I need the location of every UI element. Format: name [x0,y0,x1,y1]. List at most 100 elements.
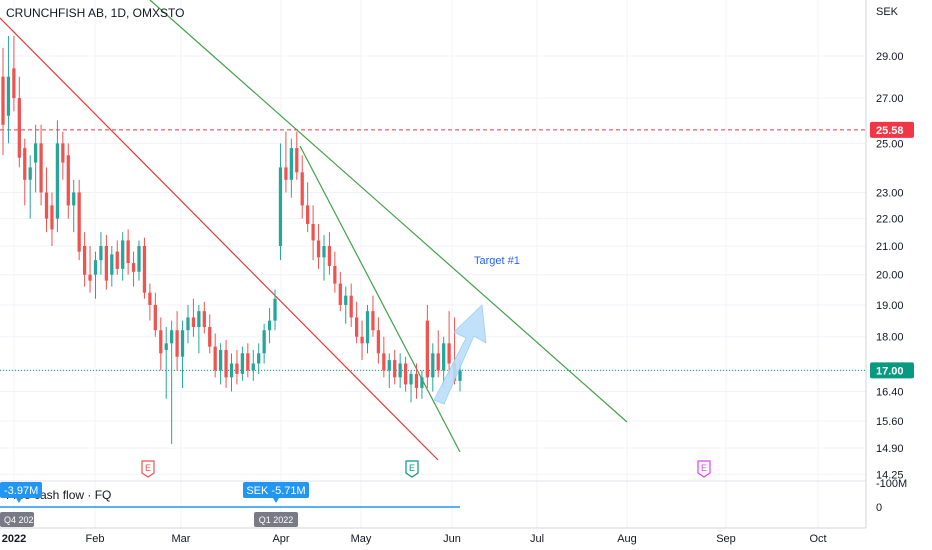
candle-body [208,327,212,347]
candle-body [300,172,304,206]
price-tick-label: 18.00 [876,332,904,344]
candle-body [34,143,38,163]
candle-body [142,245,147,293]
candle-body [376,330,381,354]
earnings-marker: E [697,460,711,478]
candle-body [61,143,65,163]
candle-body [327,245,332,266]
candle-body [436,353,440,371]
candle-body [295,148,299,173]
candle-body [447,343,451,364]
candle-body [273,298,277,321]
candle-body [387,360,391,371]
fcf-axis-tick-zero: 0 [876,502,882,514]
candle-body [202,311,206,328]
period-mid-label: Q1 2022 [259,515,294,525]
candle-body [365,311,370,344]
earnings-marker: E [405,460,419,478]
price-tick-label: 22.00 [876,214,904,226]
earnings-label: E [409,463,415,473]
candle-body [322,245,326,258]
fcf-badge-mid [243,482,309,498]
candle-body [50,205,54,230]
candle-body [338,283,342,305]
resistance-badge [870,121,914,138]
candle-body [44,192,49,219]
candle-body [267,320,272,331]
candle-body [278,167,283,246]
candle-body [333,265,337,284]
candle-body [159,330,163,354]
candle-body [72,192,76,206]
price-tick-label: 25.00 [876,138,904,150]
trendlines [0,0,628,461]
grid [0,0,866,528]
price-tick-label: 21.00 [876,241,904,253]
price-axis[interactable]: SEK 29.00 27.00 25.00 23.00 22.00 21.00 20.00 19… [865,0,914,528]
candle-body [197,311,201,328]
candle-body [289,148,293,180]
candle-body [458,370,462,381]
candle-body [55,143,60,219]
candle-body [218,349,223,371]
earnings-label: E [145,463,151,473]
candle-body [360,336,364,344]
time-tick-label: 2022 [2,533,26,545]
chart-title: CRUNCHFISH AB, 1D, OMXSTO [6,6,184,20]
candle-body [137,245,141,272]
candle-body [17,98,21,158]
candle-body [316,240,321,258]
price-tick-label: 14.90 [876,443,904,455]
time-tick-label: Apr [272,533,289,545]
price-tick-label: 14.25 [876,469,904,481]
candle-body [99,245,103,261]
candle-body [420,377,424,388]
candle-body [153,304,157,331]
candle-body [191,317,196,328]
price-tick-label: 16.40 [876,387,904,399]
price-tick-label: 20.00 [876,270,904,282]
candle-body [115,251,119,269]
time-tick-label: Mar [172,533,191,545]
candle-body [6,76,11,116]
candle-body [213,346,217,371]
candle-body [431,353,435,378]
time-axis[interactable]: 2022 Feb Mar Apr May Jun Jul Aug Sep Oct [0,527,866,545]
price-tick-label: 15.60 [876,416,904,428]
candle-body [284,167,288,180]
candle-body [344,295,348,305]
candle-body [262,330,266,354]
time-tick-label: Sep [716,533,736,545]
candle-body [398,363,402,378]
time-tick-label: May [351,533,372,545]
candle-body [409,373,413,385]
candle-body [170,330,174,344]
candle-body [403,363,408,385]
price-tick-label: 27.00 [876,93,904,105]
candle-body [88,274,92,281]
candle-body [77,192,81,252]
candle-body [121,240,125,269]
candle-body [257,353,261,364]
fcf-pointer-left [16,498,22,503]
candle-body [393,360,397,378]
green-trendline-upper [149,0,628,423]
candle-body [126,240,130,264]
resistance-price-label: 25.58 [876,125,904,137]
candle-body [39,143,43,193]
candle-body [28,167,32,180]
candle-body [23,148,27,180]
fcf-pointer-mid [273,498,279,503]
target-annotation: Target #1 [474,255,520,267]
candle-body [186,317,190,331]
fcf-axis-tick-top: -100M [876,478,907,490]
time-tick-label: Jul [530,533,544,545]
earnings-badge [405,460,419,478]
candles [1,36,462,445]
time-tick-label: Oct [809,533,826,545]
time-tick-label: Jun [443,533,461,545]
candle-body [66,155,70,206]
